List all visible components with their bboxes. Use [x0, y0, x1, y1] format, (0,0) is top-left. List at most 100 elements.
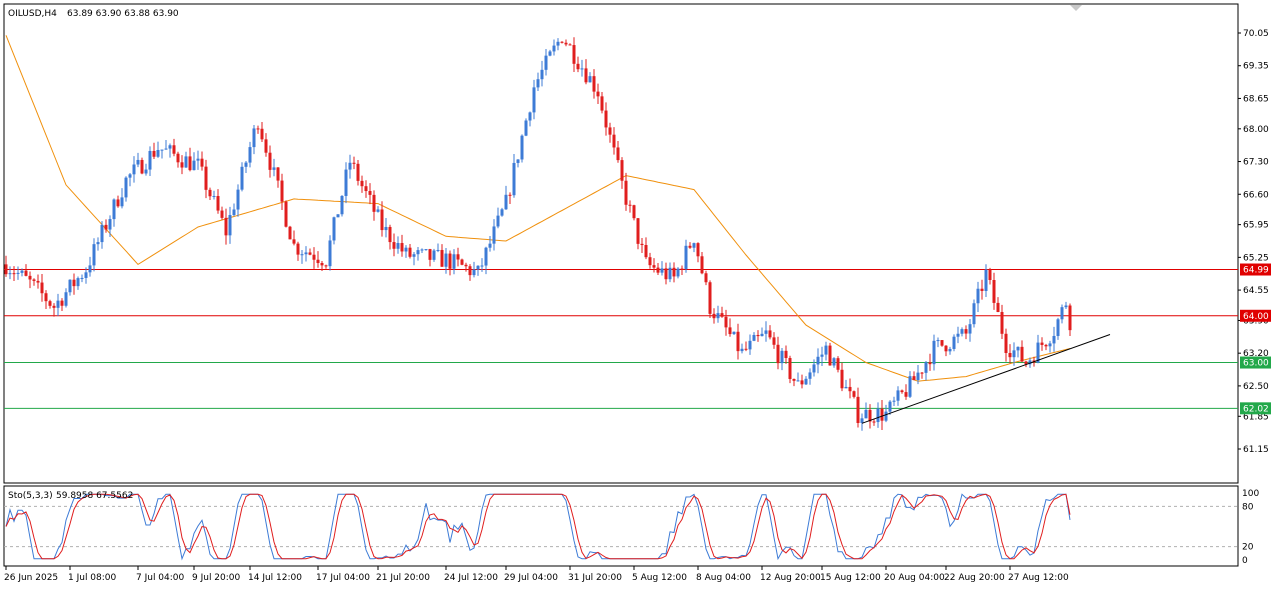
candle[interactable]: [472, 261, 476, 278]
candle[interactable]: [116, 195, 120, 208]
candle[interactable]: [328, 235, 332, 271]
candle[interactable]: [892, 396, 896, 406]
candle[interactable]: [156, 141, 160, 158]
candle[interactable]: [764, 321, 768, 342]
candle[interactable]: [16, 266, 20, 280]
candle[interactable]: [596, 83, 600, 104]
candle[interactable]: [928, 353, 932, 371]
candle[interactable]: [612, 127, 616, 155]
candle[interactable]: [212, 190, 216, 200]
candle[interactable]: [108, 215, 112, 237]
candle[interactable]: [120, 188, 124, 209]
price-panel[interactable]: [3, 3, 1239, 484]
candle[interactable]: [344, 162, 348, 204]
ascending-trendline[interactable]: [861, 334, 1111, 424]
candle[interactable]: [1040, 337, 1044, 351]
candle[interactable]: [700, 252, 704, 275]
candle[interactable]: [568, 43, 572, 46]
candle[interactable]: [716, 305, 720, 323]
candle[interactable]: [320, 261, 324, 271]
candle[interactable]: [584, 59, 588, 85]
candle[interactable]: [524, 118, 528, 137]
candle[interactable]: [724, 309, 728, 336]
candle[interactable]: [820, 346, 824, 366]
candle[interactable]: [592, 69, 596, 99]
candle[interactable]: [680, 265, 684, 275]
candle[interactable]: [1068, 303, 1072, 336]
candle[interactable]: [204, 159, 208, 199]
candle[interactable]: [636, 217, 640, 250]
candle[interactable]: [208, 187, 212, 201]
stochastic-panel[interactable]: [3, 485, 1239, 567]
candle[interactable]: [912, 371, 916, 381]
candle[interactable]: [672, 262, 676, 283]
candle[interactable]: [388, 224, 392, 250]
candle[interactable]: [772, 332, 776, 349]
candle[interactable]: [456, 247, 460, 267]
candle[interactable]: [1000, 304, 1004, 340]
candle[interactable]: [436, 243, 440, 253]
candle[interactable]: [268, 145, 272, 178]
candle[interactable]: [184, 151, 188, 168]
candle[interactable]: [516, 159, 520, 168]
candle[interactable]: [160, 149, 164, 159]
candle[interactable]: [720, 306, 724, 318]
candle[interactable]: [496, 207, 500, 229]
candle[interactable]: [540, 60, 544, 87]
candle[interactable]: [124, 176, 128, 202]
candle[interactable]: [60, 298, 64, 311]
candle[interactable]: [72, 273, 76, 295]
candle[interactable]: [664, 262, 668, 285]
candle[interactable]: [324, 264, 328, 269]
candle[interactable]: [632, 204, 636, 221]
candle[interactable]: [248, 141, 252, 168]
candle[interactable]: [376, 206, 380, 213]
candle[interactable]: [952, 334, 956, 352]
candle[interactable]: [512, 154, 516, 198]
candle[interactable]: [984, 264, 988, 298]
candle[interactable]: [128, 173, 132, 187]
candle[interactable]: [776, 336, 780, 370]
candle[interactable]: [424, 249, 428, 251]
candle[interactable]: [64, 288, 68, 308]
candle[interactable]: [40, 274, 44, 302]
candle[interactable]: [732, 331, 736, 336]
candle[interactable]: [604, 102, 608, 136]
candle[interactable]: [148, 146, 152, 176]
candle[interactable]: [896, 386, 900, 406]
candle[interactable]: [8, 266, 12, 280]
candle[interactable]: [856, 387, 860, 428]
shift-marker-icon[interactable]: [1070, 5, 1082, 11]
candle[interactable]: [864, 402, 868, 419]
candle[interactable]: [196, 150, 200, 170]
candle[interactable]: [832, 357, 836, 368]
moving-average-line[interactable]: [5, 35, 1071, 382]
candle[interactable]: [692, 242, 696, 253]
candle[interactable]: [356, 160, 360, 186]
candle[interactable]: [904, 384, 908, 400]
candle[interactable]: [312, 247, 316, 269]
candle[interactable]: [644, 237, 648, 260]
candle[interactable]: [12, 266, 16, 282]
candle[interactable]: [316, 251, 320, 268]
candle[interactable]: [872, 418, 876, 426]
candle[interactable]: [272, 158, 276, 177]
candle[interactable]: [804, 376, 808, 386]
candle[interactable]: [492, 219, 496, 251]
candle[interactable]: [948, 346, 952, 355]
candle[interactable]: [616, 141, 620, 163]
candle[interactable]: [200, 151, 204, 171]
candle[interactable]: [364, 180, 368, 198]
candle[interactable]: [228, 206, 232, 244]
candle[interactable]: [784, 345, 788, 364]
candle[interactable]: [968, 319, 972, 342]
candle[interactable]: [868, 404, 872, 429]
candle[interactable]: [396, 236, 400, 254]
candle[interactable]: [176, 151, 180, 168]
candle[interactable]: [256, 125, 260, 134]
candle[interactable]: [900, 389, 904, 394]
candle[interactable]: [468, 264, 472, 281]
candle[interactable]: [180, 155, 184, 175]
candle[interactable]: [1056, 317, 1060, 340]
candle[interactable]: [508, 192, 512, 205]
